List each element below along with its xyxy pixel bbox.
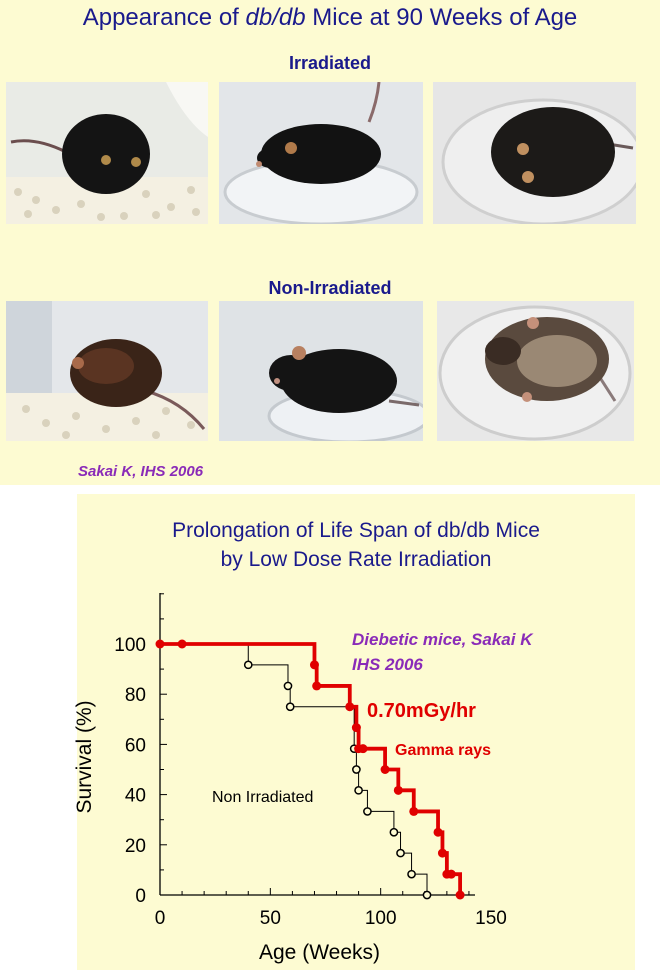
x-tick-label: 150 <box>475 908 507 929</box>
slide-title-italic: db/db <box>245 4 306 31</box>
source-annotation-line2: IHS 2006 <box>352 655 423 674</box>
control-data-point <box>283 681 293 691</box>
y-tick-label: 80 <box>125 685 146 706</box>
x-tick-label: 0 <box>155 908 166 929</box>
control-data-point <box>396 848 405 858</box>
y-tick-label: 60 <box>125 735 146 756</box>
irradiated-mouse-photo-2 <box>219 82 423 224</box>
photo-credit: Sakai K, IHS 2006 <box>78 463 204 480</box>
chart-title-line2: by Low Dose Rate Irradiation <box>220 548 492 571</box>
control-data-point <box>389 827 399 837</box>
group-label-irradiated: Irradiated <box>288 53 372 73</box>
control-data-point <box>243 660 253 670</box>
source-annotation-line1: Diebetic mice, Sakai K <box>352 630 534 649</box>
y-tick-label: 40 <box>125 786 146 807</box>
control-data-point <box>422 890 432 900</box>
irradiated-data-point <box>380 765 390 774</box>
non-irradiated-mouse-photo-1 <box>6 301 208 441</box>
control-data-point <box>285 702 295 712</box>
irradiated-data-point <box>358 744 368 754</box>
control-data-point <box>407 869 416 879</box>
control-data-point <box>354 785 363 795</box>
irradiated-data-point <box>393 785 403 795</box>
control-data-point <box>363 807 372 816</box>
control-data-point <box>352 765 361 774</box>
y-tick-label: 100 <box>114 635 146 656</box>
x-tick-label: 100 <box>365 908 397 929</box>
non-irradiated-mouse-photo-3 <box>437 301 634 441</box>
irradiated-mouse-photo-1 <box>6 82 208 224</box>
non-irradiated-mouse-photo-2 <box>219 301 423 441</box>
gamma-rays-label: Gamma rays <box>395 742 491 759</box>
chart-title-line1: Prolongation of Life Span of db/db Mice <box>172 519 540 542</box>
irradiated-mouse-photo-3 <box>433 82 636 224</box>
y-axis-label: Survival (%) <box>73 700 96 813</box>
x-tick-label: 50 <box>260 908 281 929</box>
irradiated-data-point <box>409 806 419 816</box>
group-label-non-irradiated: Non-Irradiated <box>268 278 392 298</box>
irradiated-data-point <box>455 890 465 900</box>
irradiated-data-point <box>312 681 322 691</box>
dose-rate-label: 0.70mGy/hr <box>367 700 476 722</box>
irradiated-data-point <box>433 827 443 837</box>
irradiated-data-point <box>446 869 456 879</box>
irradiated-data-point <box>177 639 187 649</box>
x-axis-label: Age (Weeks) <box>259 941 380 964</box>
irradiated-data-point <box>345 702 355 712</box>
irradiated-series-line <box>160 642 463 895</box>
irradiated-data-point <box>155 639 165 649</box>
irradiated-data-point <box>309 660 319 670</box>
slide-title: Appearance of db/db Mice at 90 Weeks of … <box>82 4 578 31</box>
irradiated-data-point <box>437 848 447 858</box>
irradiated-data-point <box>351 723 361 733</box>
non-irradiated-label: Non Irradiated <box>212 789 313 806</box>
y-tick-label: 0 <box>135 886 146 907</box>
y-tick-label: 20 <box>125 836 146 857</box>
